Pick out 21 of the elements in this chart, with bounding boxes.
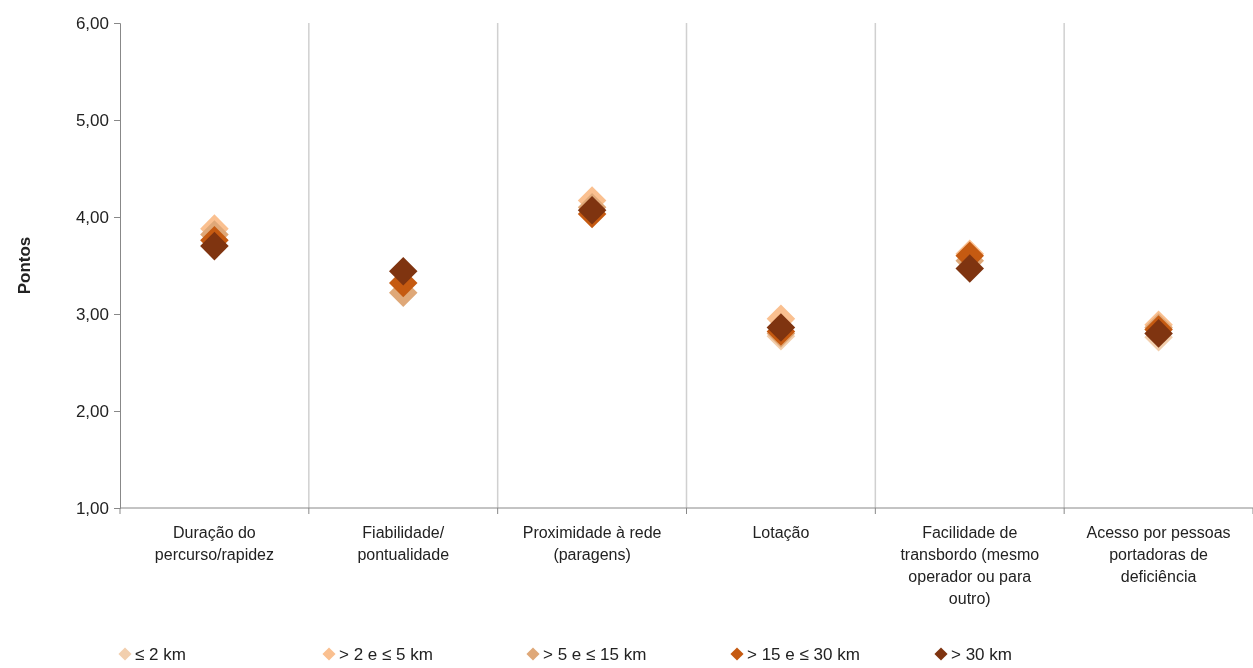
x-tick-label: Proximidade à rede (paragens) (522, 524, 662, 563)
point (388, 257, 418, 286)
legend-label: ≤ 2 km (135, 645, 186, 664)
x-tick-label: Facilidade de transbordo (mesmo operador ou para outro) (900, 524, 1040, 607)
x-tick-label: Lotação (752, 524, 810, 541)
y-tick-label: 6,00 (75, 13, 109, 33)
legend-label: > 2 e ≤ 5 km (339, 645, 433, 664)
x-tick-label: Duração do percurso/rapidez (154, 524, 274, 563)
y-axis-title: Pontos (15, 236, 34, 295)
y-tick-label: 4,00 (75, 207, 109, 227)
y-tick-label: 1,00 (75, 498, 109, 518)
legend-label: > 5 e ≤ 15 km (543, 645, 647, 664)
legend-label: > 30 km (951, 645, 1012, 664)
legend-label: > 15 e ≤ 30 km (747, 645, 860, 664)
y-tick-label: 5,00 (75, 110, 109, 130)
y-tick-label: 2,00 (75, 401, 109, 421)
y-tick-label: 3,00 (75, 304, 109, 324)
x-tick-label: Fiabilidade/ pontualidade (357, 524, 450, 563)
x-tick-label: Acesso por pessoas portadoras de deficiência (1086, 524, 1231, 585)
point (955, 254, 985, 283)
point (200, 231, 229, 261)
